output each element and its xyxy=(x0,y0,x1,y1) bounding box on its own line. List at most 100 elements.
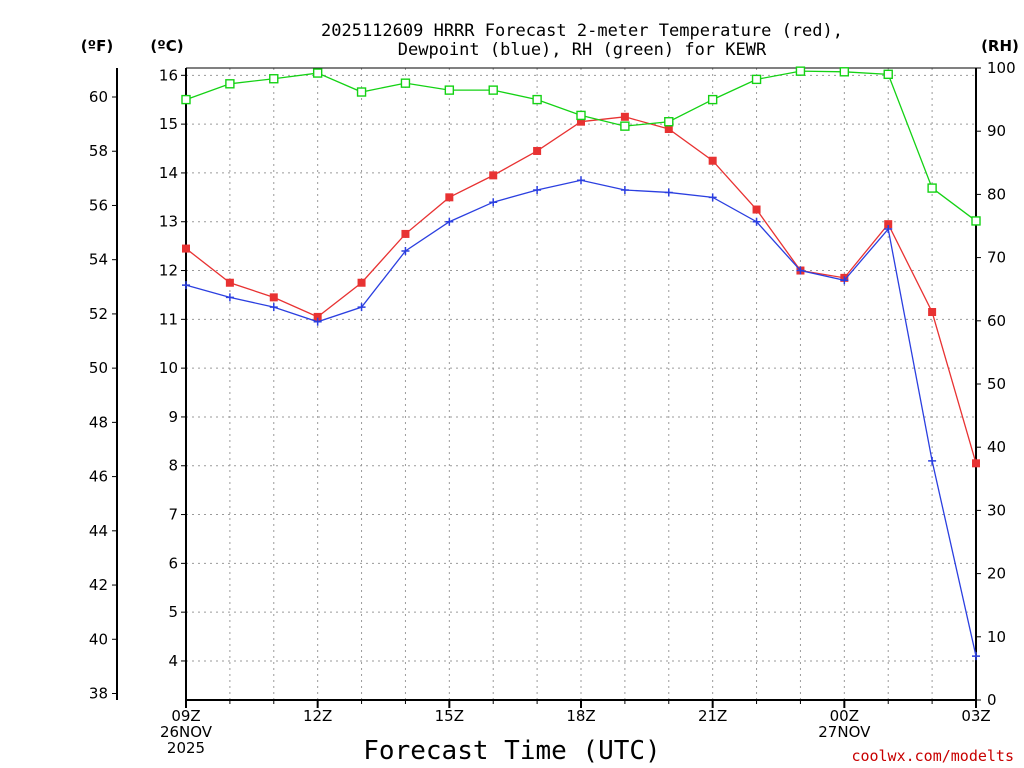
temperature-point xyxy=(357,278,366,287)
dewpoint-point xyxy=(928,456,937,465)
rh-point xyxy=(444,85,455,95)
celsius-tick-label: 4 xyxy=(168,652,178,670)
series-dewpoint xyxy=(182,176,980,661)
dewpoint-point xyxy=(796,266,805,275)
celsius-tick-label: 5 xyxy=(168,603,178,621)
rh-tick-label: 70 xyxy=(987,249,1006,267)
dewpoint-point xyxy=(708,193,717,202)
dewpoint-point xyxy=(401,247,410,256)
celsius-tick-label: 12 xyxy=(159,262,178,280)
rh-point xyxy=(400,78,411,88)
rh-point xyxy=(225,79,235,89)
celsius-tick-label: 13 xyxy=(159,213,178,231)
dewpoint-point xyxy=(840,276,849,285)
celsius-tick-label: 9 xyxy=(168,408,178,426)
fahrenheit-tick-label: 46 xyxy=(89,468,108,486)
dewpoint-point xyxy=(752,217,761,226)
x-tick-label: 15Z xyxy=(435,707,464,725)
temperature-point xyxy=(884,220,893,229)
celsius-tick-label: 15 xyxy=(159,115,178,133)
rh-point xyxy=(707,94,718,105)
celsius-tick-label: 7 xyxy=(168,506,178,524)
temperature-point xyxy=(489,171,498,180)
rh-point xyxy=(312,68,323,78)
x-tick-label: 27NOV xyxy=(818,723,871,741)
rh-tick-label: 20 xyxy=(987,565,1006,583)
temperature-point xyxy=(664,125,673,134)
rh-tick-label: 100 xyxy=(987,59,1016,77)
celsius-tick-label: 10 xyxy=(159,359,178,377)
x-tick-label: 03Z xyxy=(961,707,990,725)
rh-point xyxy=(356,87,367,97)
fahrenheit-tick-label: 40 xyxy=(89,630,108,648)
temperature-point xyxy=(972,459,980,468)
rh-point xyxy=(883,69,893,80)
rh-point xyxy=(971,216,981,226)
rh-point xyxy=(664,117,674,127)
rh-tick-label: 30 xyxy=(987,501,1006,519)
temperature-point xyxy=(269,293,278,302)
fahrenheit-tick-label: 48 xyxy=(89,413,108,431)
rh-point xyxy=(795,66,806,76)
data-series xyxy=(181,66,981,661)
fahrenheit-unit-label: (ºF) xyxy=(81,37,113,55)
rh-point xyxy=(269,74,279,84)
dewpoint-point xyxy=(972,652,980,661)
chart-subtitle: Dewpoint (blue), RH (green) for KEWR xyxy=(398,40,767,60)
dewpoint-point xyxy=(357,303,366,312)
temperature-point xyxy=(401,229,410,238)
dewpoint-point xyxy=(225,293,234,302)
celsius-tick-label: 16 xyxy=(159,66,178,84)
rh-point xyxy=(576,110,586,121)
rh-tick-label: 60 xyxy=(987,312,1006,330)
x-tick-label: 21Z xyxy=(698,707,727,725)
fahrenheit-tick-label: 56 xyxy=(89,196,108,214)
rh-tick-label: 80 xyxy=(987,185,1006,203)
fahrenheit-tick-label: 54 xyxy=(89,251,108,269)
rh-tick-label: 90 xyxy=(987,122,1006,140)
fahrenheit-tick-label: 58 xyxy=(89,142,108,160)
x-tick-label: 2025 xyxy=(167,739,205,757)
temperature-point xyxy=(445,193,454,202)
temperature-point xyxy=(182,244,190,253)
x-tick-label: 09Z xyxy=(171,707,200,725)
x-tick-label: 18Z xyxy=(566,707,595,725)
temperature-point xyxy=(620,112,629,121)
temperature-point xyxy=(708,156,717,165)
fahrenheit-tick-label: 52 xyxy=(89,305,108,323)
celsius-unit-label: (ºC) xyxy=(150,37,183,55)
credit-text: coolwx.com/modelts xyxy=(851,747,1014,765)
temperature-point xyxy=(533,146,542,155)
rh-tick-label: 50 xyxy=(987,375,1006,393)
x-tick-label: 12Z xyxy=(303,707,332,725)
chart-title: 2025112609 HRRR Forecast 2-meter Tempera… xyxy=(321,21,843,41)
temperature-point xyxy=(928,308,937,317)
temperature-point xyxy=(577,117,585,126)
fahrenheit-tick-label: 60 xyxy=(89,88,108,106)
rh-point xyxy=(181,94,191,105)
rh-point xyxy=(751,74,762,85)
rh-tick-label: 0 xyxy=(987,691,997,709)
dewpoint-point xyxy=(313,317,322,326)
dewpoint-point xyxy=(182,281,190,290)
series-rh xyxy=(181,66,981,226)
rh-point xyxy=(839,67,850,77)
dewpoint-point xyxy=(269,303,278,312)
fahrenheit-tick-label: 44 xyxy=(89,522,108,540)
fahrenheit-tick-label: 38 xyxy=(89,684,108,702)
x-axis-title: Forecast Time (UTC) xyxy=(363,736,660,766)
celsius-tick-label: 14 xyxy=(159,164,178,182)
rh-tick-label: 10 xyxy=(987,628,1006,646)
dewpoint-point xyxy=(620,186,629,195)
dewpoint-point xyxy=(445,217,454,226)
rh-point xyxy=(488,85,498,95)
fahrenheit-tick-label: 42 xyxy=(89,576,108,594)
rh-unit-label: (RH) xyxy=(981,37,1019,55)
x-tick-label: 26NOV xyxy=(160,723,213,741)
rh-point xyxy=(927,183,937,193)
rh-point xyxy=(620,121,630,131)
fahrenheit-tick-label: 50 xyxy=(89,359,108,377)
dewpoint-point xyxy=(489,198,498,207)
dewpoint-point xyxy=(577,176,585,185)
